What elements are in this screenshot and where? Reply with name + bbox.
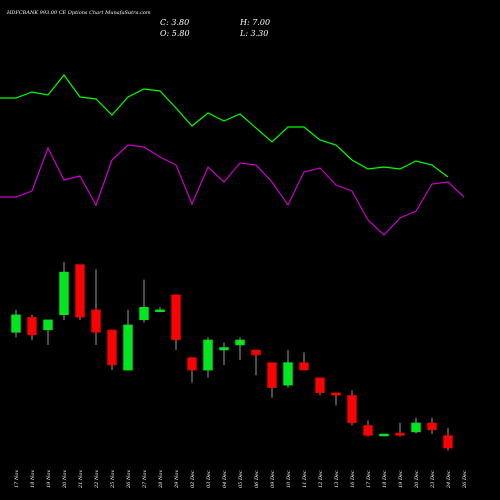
x-tick-label: 29 Nov: [174, 470, 180, 489]
bearish-candle-body: [267, 362, 277, 388]
candle: [411, 417, 421, 434]
candle: [11, 309, 21, 338]
bearish-candle-body: [347, 395, 357, 424]
bullish-candle-body: [283, 362, 293, 386]
bearish-candle-body: [331, 392, 341, 396]
candle: [59, 262, 69, 320]
candle: [395, 422, 405, 437]
bearish-candle-body: [171, 294, 181, 341]
bullish-candle-body: [123, 324, 133, 371]
candle: [315, 377, 325, 396]
candle: [443, 427, 453, 451]
x-tick-label: 18 Dec: [382, 470, 388, 488]
bearish-candle-body: [75, 264, 85, 318]
x-tick-label: 19 Dec: [398, 470, 404, 488]
x-tick-label: 10 Dec: [286, 470, 292, 488]
bullish-candle-body: [155, 309, 165, 313]
x-tick-label: 25 Nov: [110, 470, 116, 489]
x-tick-label: 16 Dec: [350, 470, 356, 488]
green-indicator-line: [0, 74, 449, 178]
x-tick-label: 21 Nov: [78, 470, 84, 489]
x-tick-label: 26 Dec: [462, 470, 468, 489]
candle: [379, 433, 389, 437]
candle: [27, 314, 37, 340]
candle: [283, 350, 293, 388]
bearish-candle-body: [315, 377, 325, 393]
bearish-candle-body: [299, 362, 309, 371]
x-tick-label: 02 Dec: [190, 470, 196, 488]
candle: [331, 392, 341, 406]
candle: [75, 264, 85, 320]
candlestick-series: [11, 262, 453, 451]
x-tick-label: 06 Dec: [254, 470, 260, 488]
candle: [123, 309, 133, 371]
bullish-candle-body: [235, 339, 245, 346]
bullish-candle-body: [203, 339, 213, 371]
x-tick-label: 26 Nov: [126, 470, 132, 489]
candle: [155, 307, 165, 313]
candle: [267, 362, 277, 398]
high-readout: H: 7.00: [239, 18, 270, 27]
bullish-candle-body: [379, 433, 389, 437]
candle: [91, 269, 101, 345]
chart-title: HDFCBANK 993.00 CE Options Chart MunafaS…: [6, 10, 151, 16]
x-tick-label: 18 Nov: [30, 470, 36, 488]
x-tick-label: 11 Dec: [302, 470, 308, 488]
x-tick-label: 04 Dec: [222, 470, 228, 488]
candle: [203, 337, 213, 378]
x-tick-label: 28 Nov: [158, 470, 164, 489]
x-tick-label: 19 Nov: [46, 470, 52, 488]
x-tick-label: 09 Dec: [270, 470, 276, 488]
candle: [139, 279, 149, 323]
bullish-candle-body: [139, 307, 149, 321]
candle: [171, 294, 181, 350]
x-tick-label: 12 Dec: [318, 470, 324, 488]
x-tick-label: 22 Nov: [94, 470, 100, 489]
indicator-lines: [0, 74, 465, 236]
bearish-candle-body: [91, 309, 101, 333]
x-tick-label: 05 Dec: [238, 470, 244, 488]
x-tick-label: 17 Nov: [14, 470, 20, 488]
bearish-candle-body: [251, 349, 261, 356]
bearish-candle-body: [427, 422, 437, 431]
bullish-candle-body: [411, 422, 421, 433]
candle: [187, 357, 197, 383]
candle: [43, 319, 53, 345]
bullish-candle-body: [11, 314, 21, 333]
x-tick-label: 13 Dec: [334, 470, 340, 488]
bullish-candle-body: [43, 319, 53, 331]
low-readout: L: 3.30: [239, 29, 268, 38]
open-readout: O: 5.80: [160, 29, 190, 38]
x-tick-label: 27 Nov: [142, 470, 148, 489]
candle: [251, 349, 261, 376]
candle: [427, 417, 437, 434]
bearish-candle-body: [443, 435, 453, 449]
x-tick-label: 03 Dec: [206, 470, 212, 488]
x-tick-label: 23 Dec: [430, 470, 436, 489]
bearish-candle-body: [27, 317, 37, 336]
candle: [299, 352, 309, 371]
candle: [219, 342, 229, 366]
x-tick-label: 24 Dec: [446, 470, 452, 489]
bullish-candle-body: [219, 347, 229, 351]
candle: [363, 420, 373, 437]
x-tick-label: 20 Dec: [414, 470, 420, 489]
bearish-candle-body: [395, 432, 405, 436]
x-tick-label: 20 Nov: [62, 470, 68, 489]
bearish-candle-body: [107, 329, 117, 366]
magenta-indicator-line: [0, 144, 465, 236]
close-readout: C: 3.80: [160, 18, 189, 27]
x-tick-label: 17 Dec: [366, 470, 372, 488]
candle: [235, 337, 245, 361]
x-axis-ticks: 17 Nov 18 Nov 19 Nov 20 Nov 21 Nov 22 Nov 25 N…: [14, 470, 468, 489]
candle: [107, 329, 117, 371]
bullish-candle-body: [59, 271, 69, 316]
candle: [347, 390, 357, 426]
bearish-candle-body: [363, 425, 373, 436]
bearish-candle-body: [187, 357, 197, 371]
